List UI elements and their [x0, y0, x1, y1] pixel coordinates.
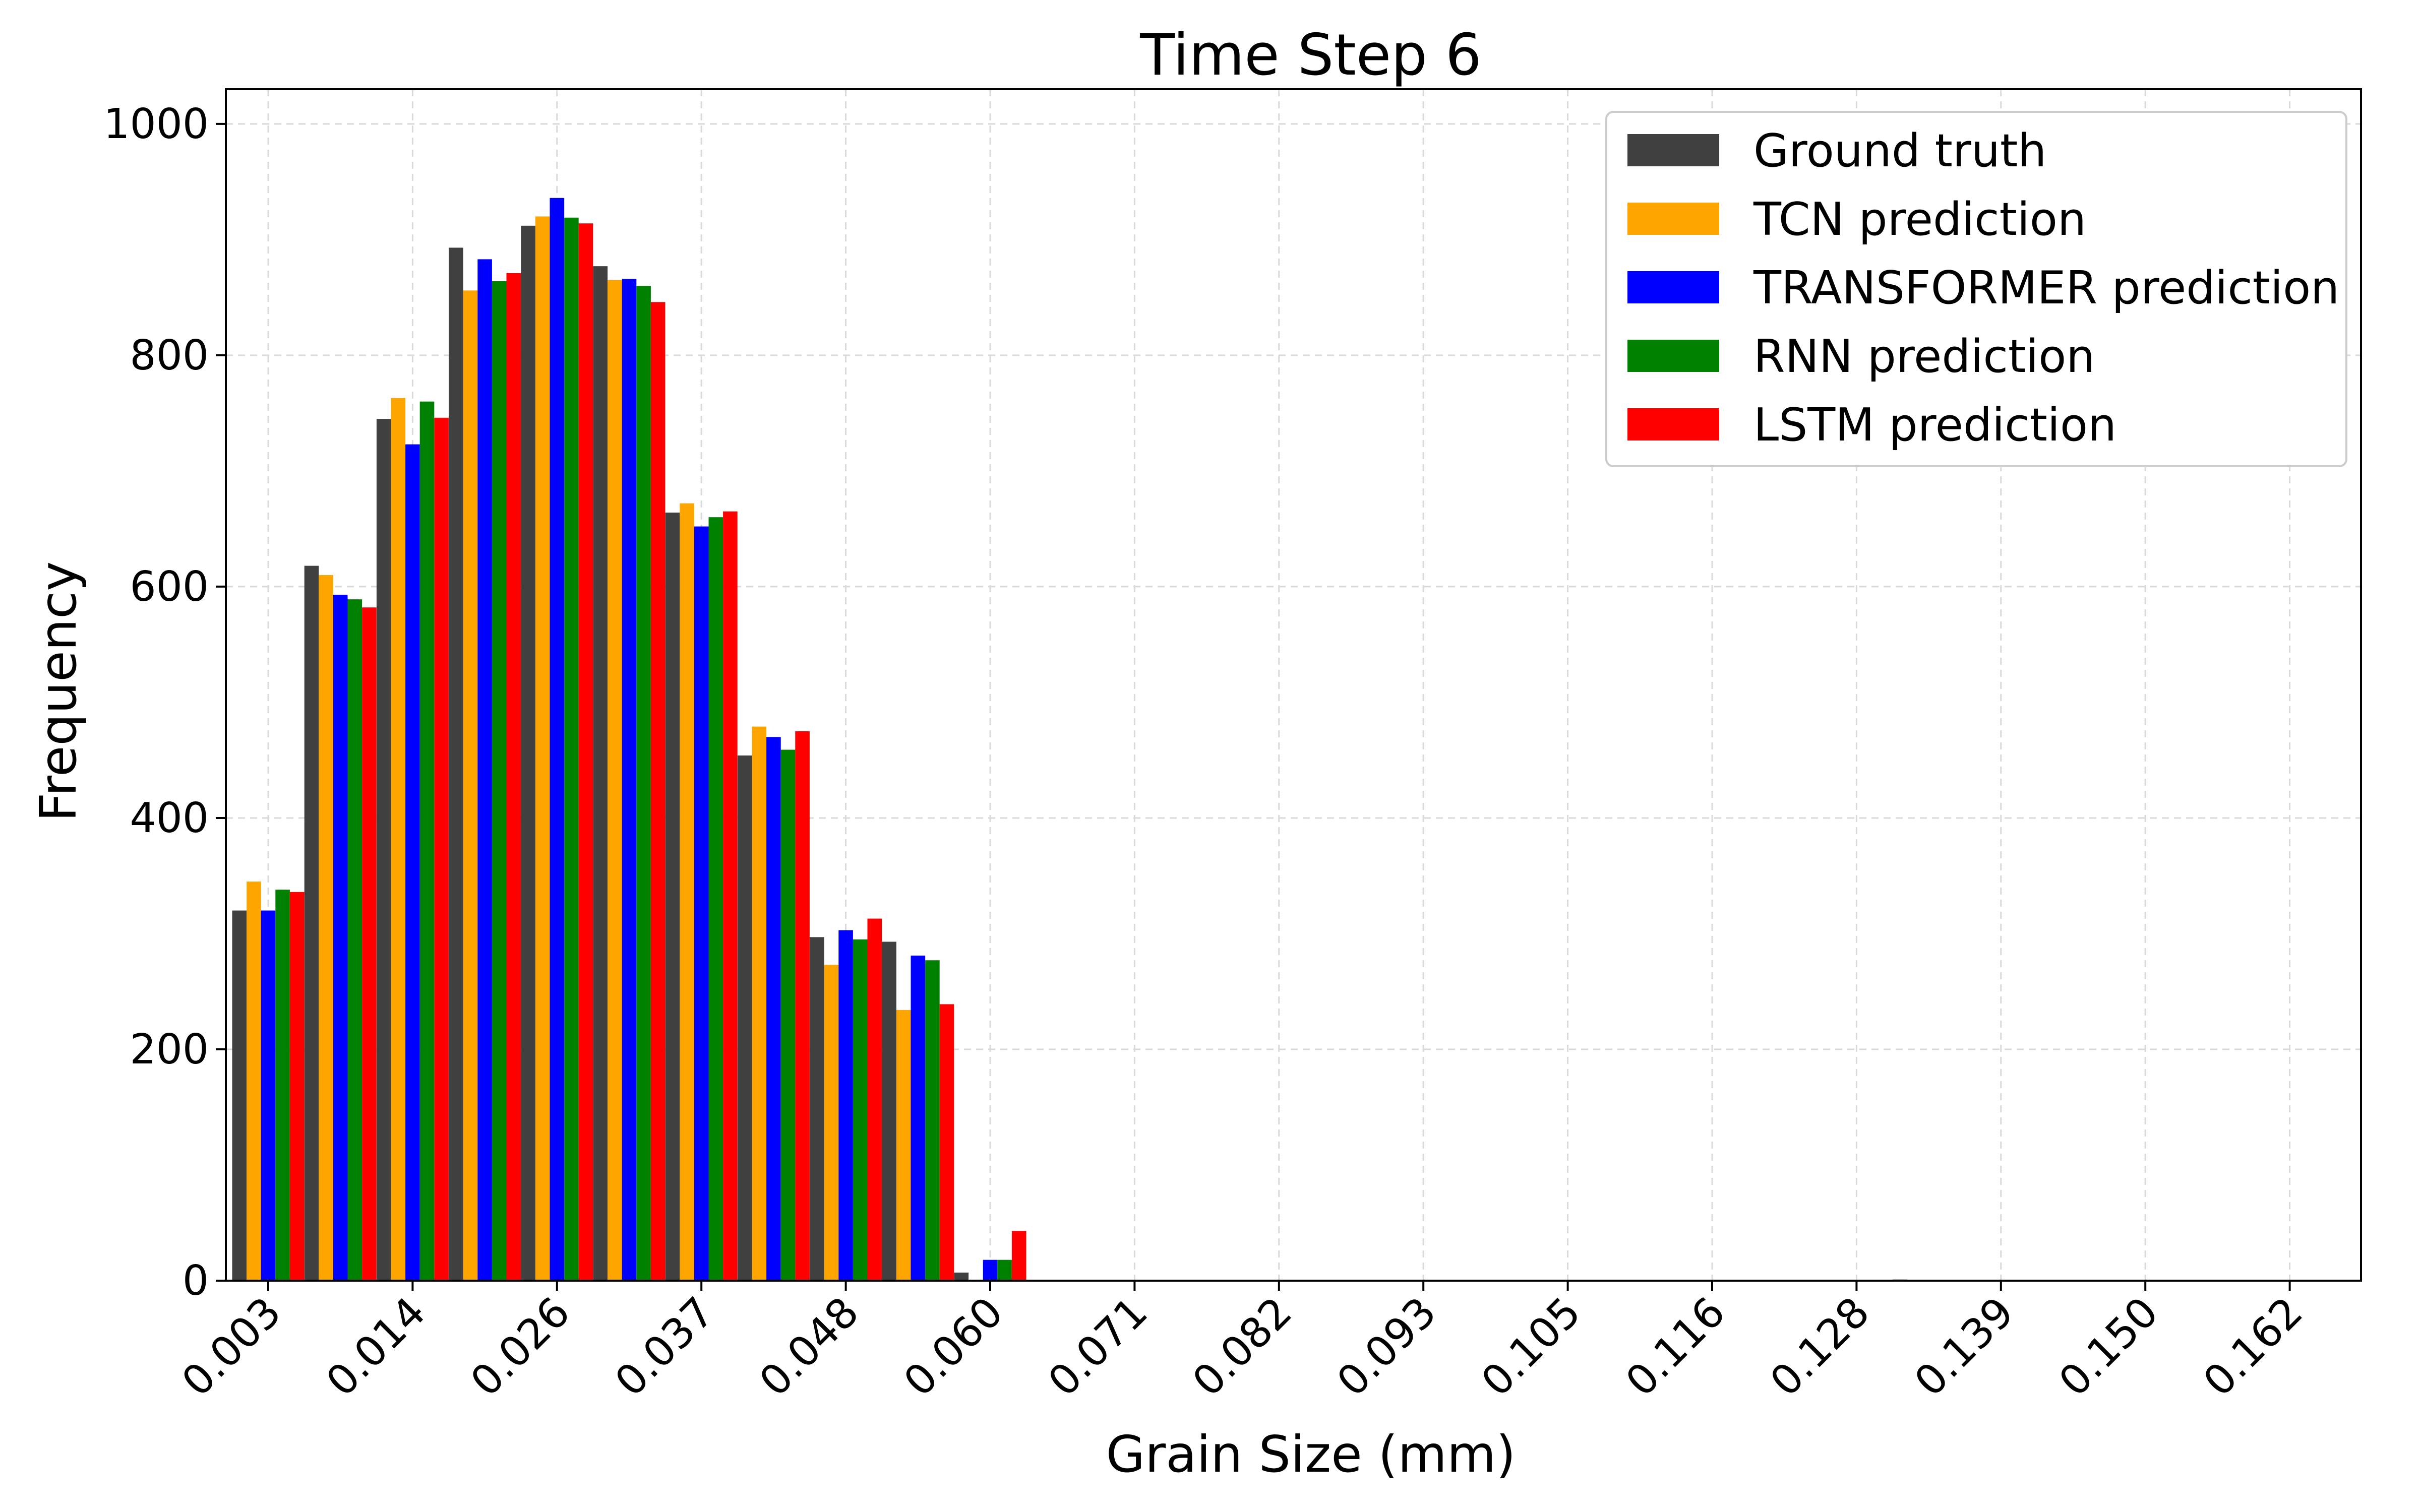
- bar: [319, 575, 333, 1281]
- legend-frame: [1605, 111, 2347, 467]
- x-tick-label: 0.071: [1039, 1288, 1157, 1406]
- y-tick-label: 1000: [103, 100, 209, 148]
- bar: [1011, 1231, 1026, 1281]
- x-axis: 0.003 0.014 0.026 0.037 0.048 0.060 0.071 0.082…: [173, 1281, 2312, 1406]
- bar: [650, 302, 666, 1281]
- legend-entry: TCN prediction: [1753, 193, 2086, 246]
- bar: [694, 526, 709, 1281]
- bar: [376, 419, 391, 1281]
- bar: [232, 910, 247, 1281]
- bar: [824, 965, 839, 1281]
- bar: [405, 444, 420, 1281]
- bar: [261, 910, 276, 1281]
- bar: [853, 939, 868, 1281]
- bar: [680, 503, 694, 1281]
- bar: [535, 216, 550, 1281]
- x-tick-label: 0.116: [1617, 1288, 1734, 1406]
- bar: [665, 513, 680, 1281]
- bar: [983, 1259, 998, 1281]
- legend-swatch: [1627, 340, 1719, 372]
- x-tick-label: 0.048: [751, 1288, 868, 1406]
- bar: [333, 594, 348, 1281]
- y-tick-label: 400: [130, 794, 209, 842]
- bar: [593, 266, 608, 1281]
- bar: [997, 1259, 1012, 1281]
- x-tick-label: 0.093: [1328, 1288, 1445, 1406]
- bar: [492, 281, 507, 1281]
- bar: [449, 247, 463, 1281]
- legend-swatch: [1627, 134, 1719, 166]
- bar: [578, 223, 593, 1281]
- bar: [896, 1010, 911, 1281]
- legend-swatch: [1627, 203, 1719, 235]
- bar: [477, 259, 492, 1281]
- bar: [506, 273, 521, 1281]
- bar: [347, 599, 362, 1281]
- bar: [723, 511, 738, 1281]
- y-tick-label: 600: [130, 563, 209, 611]
- bar: [810, 937, 824, 1281]
- chart-title: Time Step 6: [1139, 22, 1482, 88]
- bar: [622, 279, 637, 1281]
- bar: [925, 960, 940, 1281]
- bar: [939, 1004, 954, 1281]
- bar: [434, 417, 449, 1281]
- bar: [752, 726, 767, 1281]
- x-tick-label: 0.105: [1473, 1288, 1590, 1406]
- bar: [766, 737, 781, 1281]
- y-tick-label: 800: [130, 332, 209, 380]
- bar: [867, 918, 882, 1281]
- bar: [463, 290, 478, 1281]
- legend-entry: Ground truth: [1753, 124, 2046, 177]
- bar: [289, 892, 305, 1281]
- bar: [247, 881, 261, 1281]
- x-tick-label: 0.082: [1184, 1288, 1301, 1406]
- plot-frame: [225, 88, 2362, 1282]
- x-tick-label: 0.150: [2050, 1288, 2167, 1406]
- legend-swatch: [1627, 271, 1719, 303]
- x-axis-label: Grain Size (mm): [1106, 1425, 1516, 1484]
- x-tick-label: 0.060: [895, 1288, 1012, 1406]
- y-axis-label: Frequency: [29, 561, 88, 822]
- bar: [911, 956, 926, 1281]
- bar: [362, 607, 377, 1281]
- bar: [304, 565, 319, 1281]
- bar: [391, 398, 406, 1281]
- y-tick-label: 0: [183, 1257, 209, 1305]
- bar: [608, 280, 622, 1281]
- x-tick-label: 0.003: [173, 1288, 290, 1406]
- y-axis: 0 200 400 600 800 1000: [103, 100, 226, 1305]
- bar: [795, 731, 810, 1281]
- bar: [550, 198, 565, 1281]
- grid: [226, 89, 2361, 1282]
- x-tick-label: 0.026: [462, 1288, 579, 1406]
- y-tick-label: 200: [130, 1026, 209, 1074]
- x-tick-label: 0.128: [1761, 1288, 1879, 1406]
- bar: [780, 749, 796, 1281]
- bar: [737, 755, 752, 1281]
- bar: [882, 941, 896, 1281]
- bar: [636, 286, 651, 1281]
- bar: [708, 517, 723, 1281]
- x-tick-label: 0.139: [1906, 1288, 2023, 1406]
- x-tick-label: 0.014: [317, 1288, 435, 1406]
- bar: [521, 225, 535, 1281]
- x-tick-label: 0.162: [2195, 1288, 2312, 1406]
- legend-swatch: [1627, 408, 1719, 440]
- legend-entry: TRANSFORMER prediction: [1753, 262, 2339, 314]
- legend-entry: LSTM prediction: [1753, 399, 2116, 452]
- x-tick-label: 0.037: [606, 1288, 723, 1406]
- legend: Ground truth TCN prediction TRANSFORMER pr…: [1605, 111, 2347, 467]
- bar: [275, 890, 290, 1281]
- bar: [954, 1272, 969, 1281]
- bar: [838, 930, 853, 1281]
- bar: [419, 401, 435, 1281]
- bars: [232, 198, 1907, 1281]
- legend-entry: RNN prediction: [1753, 330, 2095, 383]
- bar: [564, 217, 579, 1281]
